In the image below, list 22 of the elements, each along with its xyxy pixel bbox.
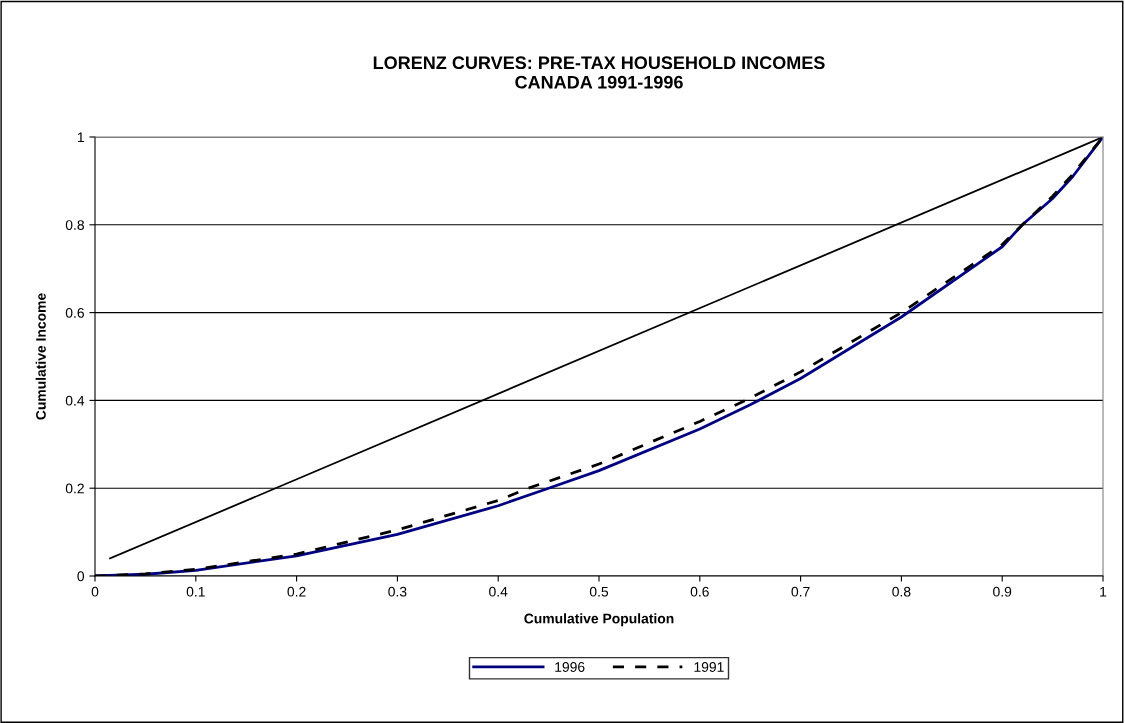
x-tick-label: 1 [1100, 586, 1107, 597]
legend-label: 1991 [694, 662, 724, 672]
y-tick-label: 0.8 [65, 220, 84, 230]
y-tick-label: 0.4 [65, 395, 85, 406]
chart-title: LORENZ CURVES: PRE-TAX HOUSEHOLD INCOMES CANADA 1991-1996 [373, 56, 825, 89]
x-axis-title: Cumulative Population [524, 613, 674, 627]
x-tick-label: 0.3 [388, 586, 407, 597]
y-tick-label: 0.6 [65, 307, 84, 318]
y-tick-label: 0.2 [65, 483, 84, 494]
x-tick-label: 0.8 [892, 586, 911, 597]
x-tick-label: 0.7 [791, 586, 810, 597]
x-tick-label: 0.2 [287, 586, 306, 597]
x-tick-label: 0 [91, 586, 99, 597]
x-tick-label: 0.4 [489, 586, 508, 597]
legend-label: 1996 [555, 662, 585, 672]
x-tick-label: 0.5 [589, 586, 609, 597]
x-tick-label: 0.6 [690, 586, 709, 597]
x-tick-label: 0.1 [186, 586, 205, 597]
y-axis-title: Cumulative Income [35, 293, 46, 420]
y-tick-label: 1 [77, 132, 84, 143]
y-tick-label: 0 [77, 571, 85, 582]
x-tick-label: 0.9 [993, 586, 1012, 597]
